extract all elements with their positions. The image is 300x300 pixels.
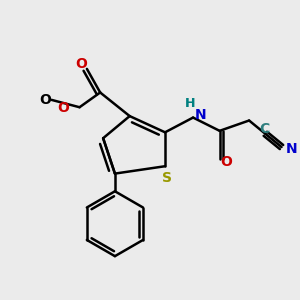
Text: O: O (76, 58, 88, 71)
Text: O: O (220, 155, 232, 170)
Text: O: O (40, 94, 52, 107)
Text: C: C (260, 122, 270, 136)
Text: O: O (57, 101, 69, 115)
Text: S: S (161, 171, 172, 184)
Text: H: H (185, 97, 195, 110)
Text: N: N (194, 108, 206, 122)
Text: H: H (185, 97, 195, 110)
Text: N: N (285, 142, 297, 155)
